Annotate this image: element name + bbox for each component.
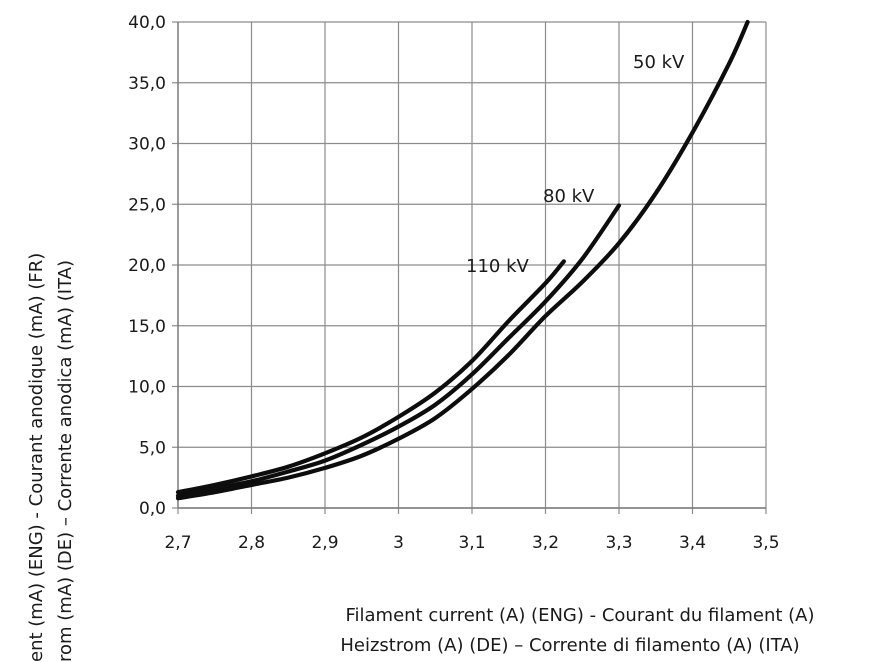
series-line-110kv <box>175 259 566 495</box>
x-axis-title-line-1: Filament current (A) (ENG) - Courant du … <box>345 605 814 626</box>
series-label-50kv: 50 kV <box>633 52 685 73</box>
x-tick-label: 3,4 <box>679 533 706 553</box>
x-tick-label: 3,5 <box>752 533 779 553</box>
y-tick-label: 25,0 <box>128 195 166 215</box>
x-tick-label: 3,1 <box>458 533 485 553</box>
series-lines <box>175 19 750 501</box>
x-axis-title-line-2: Heizstrom (A) (DE) – Corrente di filamen… <box>340 635 799 656</box>
series-line-80kv <box>175 203 622 498</box>
axes <box>172 21 767 514</box>
x-tick-label: 3,3 <box>605 533 632 553</box>
y-tick-label: 10,0 <box>128 378 166 398</box>
y-tick-label: 30,0 <box>128 135 166 155</box>
y-tick-label: 5,0 <box>139 438 166 458</box>
y-tick-label: 20,0 <box>128 256 166 276</box>
x-tick-label: 3 <box>393 533 404 553</box>
y-tick-label: 0,0 <box>139 499 166 519</box>
series-label-110kv: 110 kV <box>466 256 530 277</box>
y-tick-label: 35,0 <box>128 74 166 94</box>
y-tick-label: 40,0 <box>128 13 166 33</box>
grid <box>177 21 767 509</box>
y-tick-label: 15,0 <box>128 317 166 337</box>
tick-labels: 2,7 2,8 2,9 3 3,1 3,2 3,3 3,4 3,5 0,0 5,0 10,0 15,0 2… <box>128 13 779 553</box>
series-line-50kv <box>175 19 750 501</box>
y-axis-title-line-1: ent (mA) (ENG) - Courant anodique (mA) (… <box>26 253 47 662</box>
x-tick-label: 2,7 <box>164 533 191 553</box>
y-axis-title-line-2: rom (mA) (DE) – Corrente anodica (mA) (I… <box>55 260 76 662</box>
x-tick-label: 2,8 <box>238 533 265 553</box>
series-label-80kv: 80 kV <box>543 186 595 207</box>
x-tick-label: 2,9 <box>311 533 338 553</box>
x-tick-label: 3,2 <box>532 533 559 553</box>
